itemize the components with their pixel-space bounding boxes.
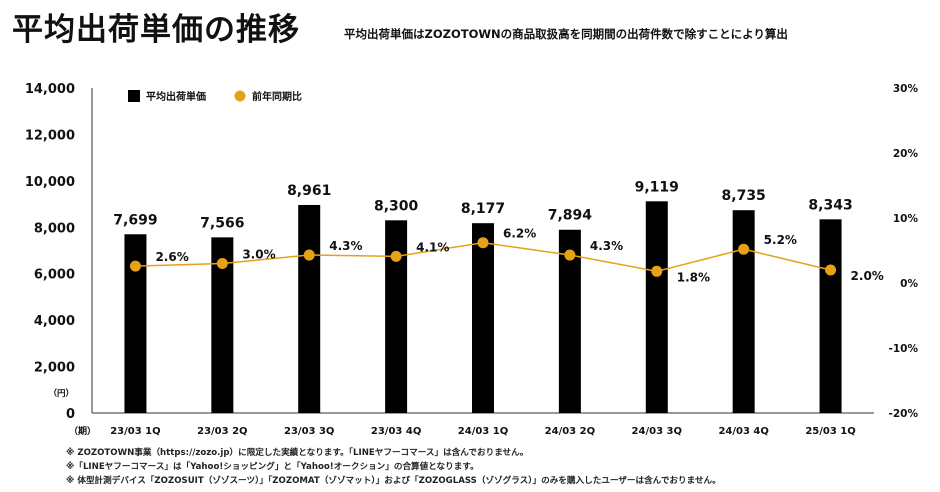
legend-bar-swatch <box>128 90 140 102</box>
yoy-value-label: 3.0% <box>242 248 275 262</box>
y-left-unit-label: （円） <box>48 388 74 399</box>
bar-value-label: 8,343 <box>808 197 852 213</box>
chart-title: 平均出荷単価の推移 <box>12 12 300 48</box>
x-tick-label: 25/03 1Q <box>805 426 855 437</box>
yoy-point <box>651 265 663 277</box>
yoy-value-label: 4.3% <box>590 239 623 253</box>
x-tick-label: 24/03 1Q <box>458 426 508 437</box>
bar <box>819 219 842 413</box>
yoy-point <box>129 260 141 272</box>
bar-value-label: 7,894 <box>548 208 593 224</box>
y-right-tick-label: 30% <box>893 83 919 95</box>
footnote-2: ※「LINEヤフーコマース」は「Yahoo!ショッピング」と「Yahoo!オーク… <box>66 462 479 472</box>
bar <box>385 220 408 413</box>
bar <box>645 201 668 413</box>
yoy-point <box>390 250 402 262</box>
bar <box>558 229 581 413</box>
yoy-point <box>216 258 228 269</box>
footnote-3: ※ 体型計測デバイス「ZOZOSUIT（ゾゾスーツ）」「ZOZOMAT（ゾゾマッ… <box>66 476 721 486</box>
bar <box>124 234 147 413</box>
yoy-point <box>564 249 576 261</box>
yoy-value-label: 1.8% <box>677 270 710 284</box>
yoy-value-label: 4.3% <box>329 239 362 253</box>
footnotes: ※ ZOZOTOWN事業（https://zozo.jp）に限定した実績となりま… <box>66 446 721 488</box>
bar <box>472 223 494 413</box>
yoy-point <box>825 264 837 276</box>
bar <box>732 210 755 413</box>
yoy-point <box>303 249 315 261</box>
y-right-tick-label: 0% <box>900 278 918 290</box>
chart-area: 0 2,000 4,000 6,000 8,000 10,000 12,000 14,000 （… <box>25 82 919 437</box>
y-left-tick-label: 2,000 <box>34 361 75 376</box>
y-right-tick-label: 10% <box>893 213 919 225</box>
y-right-tick-label: -10% <box>889 343 919 355</box>
x-tick-label: 24/03 3Q <box>632 426 682 437</box>
yoy-value-label: 5.2% <box>764 233 797 247</box>
legend-line-label: 前年同期比 <box>252 90 302 103</box>
y-left-tick-label: 4,000 <box>34 314 75 329</box>
bar-value-label: 8,961 <box>287 183 331 199</box>
x-tick-label: 23/03 1Q <box>110 426 160 437</box>
bar <box>211 237 234 413</box>
x-tick-label: 24/03 4Q <box>718 426 768 437</box>
x-tick-label: 23/03 3Q <box>284 426 334 437</box>
yoy-point <box>738 243 750 255</box>
x-unit-label: （期） <box>69 425 96 437</box>
bar <box>298 204 321 413</box>
bar-value-label: 8,177 <box>461 201 505 217</box>
y-right-tick-label: -20% <box>889 408 919 420</box>
yoy-value-label: 2.6% <box>155 250 188 264</box>
bar-value-label: 8,735 <box>722 188 766 204</box>
y-left-tick-label: 8,000 <box>34 221 75 236</box>
yoy-value-label: 6.2% <box>503 227 536 241</box>
yoy-value-label: 4.1% <box>416 240 449 254</box>
x-tick-label: 23/03 4Q <box>371 426 421 437</box>
bar-value-label: 8,300 <box>374 198 419 214</box>
footnote-1: ※ ZOZOTOWN事業（https://zozo.jp）に限定した実績となりま… <box>66 448 529 458</box>
yoy-point <box>477 237 489 249</box>
legend-bar-label: 平均出荷単価 <box>146 90 206 103</box>
bar-value-label: 7,699 <box>113 212 157 228</box>
chart-subtitle: 平均出荷単価はZOZOTOWNの商品取扱高を同期間の出荷件数で除すことにより算出 <box>344 27 788 41</box>
y-right-tick-label: 20% <box>893 148 919 160</box>
legend-line-swatch <box>234 90 246 102</box>
bar-value-label: 9,119 <box>635 179 679 195</box>
y-left-tick-label: 6,000 <box>34 268 75 283</box>
yoy-value-label: 2.0% <box>851 269 884 283</box>
y-left-tick-label: 12,000 <box>25 128 75 143</box>
bar-value-label: 7,566 <box>200 215 244 231</box>
y-left-tick-label: 0 <box>66 407 75 422</box>
x-tick-label: 24/03 2Q <box>545 426 595 437</box>
y-left-tick-label: 10,000 <box>25 175 75 190</box>
y-left-tick-label: 14,000 <box>25 82 75 97</box>
x-tick-label: 23/03 2Q <box>197 426 247 437</box>
